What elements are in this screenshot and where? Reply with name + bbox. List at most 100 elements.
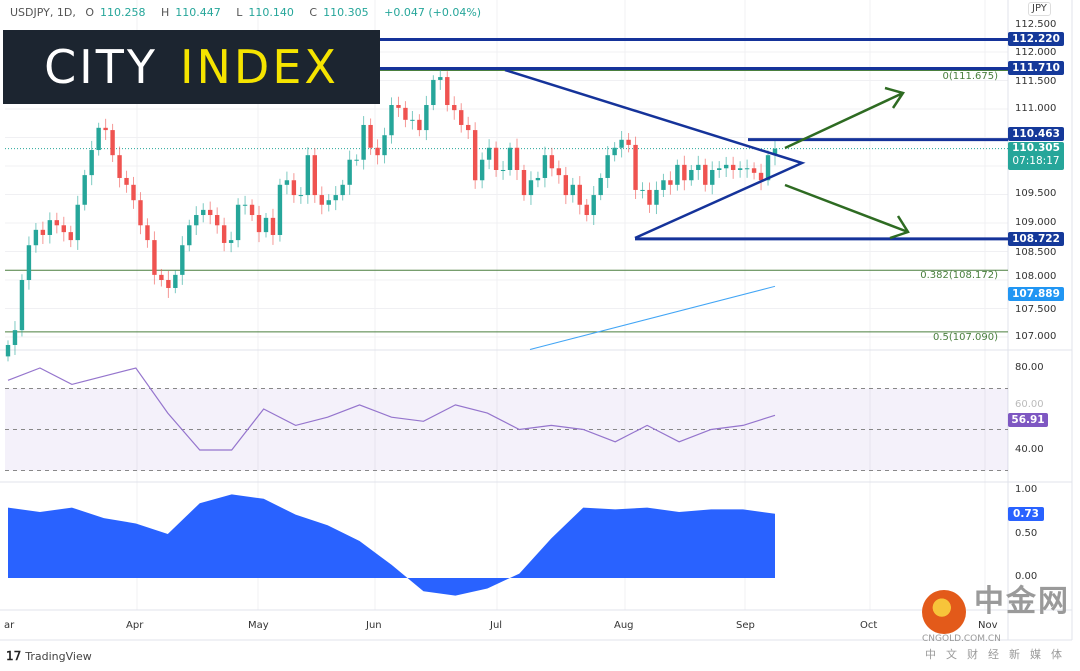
- grid: [0, 0, 1073, 641]
- candle-body: [682, 164, 687, 181]
- candle-body: [145, 225, 150, 241]
- breakout-up-arrow: [784, 86, 905, 150]
- date-tick: Aug: [614, 620, 634, 631]
- candle-body: [298, 195, 304, 197]
- high-label: H: [161, 6, 170, 19]
- candle-body: [326, 200, 331, 205]
- candle-body: [382, 135, 387, 156]
- price-tick: 109.500: [1015, 188, 1057, 199]
- candle-body: [472, 130, 478, 181]
- candle-body: [214, 215, 220, 226]
- price-tick: 112.000: [1015, 47, 1057, 58]
- tradingview-icon: 𝟣𝟩: [6, 649, 22, 663]
- breakout-down-arrow: [784, 183, 910, 240]
- level-tag: 108.722: [1008, 232, 1064, 246]
- symbol-header: USDJPY, 1D, O 110.258 H 110.447 L 110.140 C…: [10, 6, 487, 19]
- candle-body: [500, 169, 506, 171]
- candle-body: [668, 180, 673, 185]
- candle-body: [689, 169, 694, 181]
- watermark-subtitle: 中文财经新媒体: [925, 648, 1072, 661]
- close-label: C: [309, 6, 318, 19]
- date-tick: ar: [4, 620, 15, 631]
- candle-body: [556, 168, 562, 176]
- candle-body: [696, 164, 701, 170]
- candle-body: [263, 217, 269, 233]
- candle-body: [744, 168, 750, 170]
- candle-body: [570, 184, 575, 196]
- candle-body: [751, 168, 757, 173]
- candle-body: [117, 155, 122, 178]
- candle-body: [612, 147, 617, 156]
- rsi-tick: 60.00: [1015, 399, 1044, 410]
- logo-city: CITY: [44, 40, 158, 94]
- high-value: 110.447: [175, 6, 221, 19]
- date-tick: May: [248, 620, 269, 631]
- candle-body: [431, 79, 436, 106]
- candle-body: [403, 107, 408, 120]
- candle-body: [577, 184, 582, 205]
- candle-body: [89, 150, 94, 176]
- candle-body: [549, 155, 555, 169]
- candle-body: [542, 155, 548, 178]
- level-tag: 110.463: [1008, 127, 1064, 141]
- candle-body: [249, 204, 255, 216]
- candle-body: [333, 195, 338, 201]
- candle-body: [633, 144, 638, 190]
- tradingview-logo[interactable]: 𝟣𝟩 TradingView: [6, 649, 92, 663]
- cngold-logo-icon: [922, 590, 966, 634]
- symbol-label[interactable]: USDJPY, 1D,: [10, 6, 76, 19]
- fib-lines: [5, 70, 1008, 351]
- candle-body: [626, 139, 631, 145]
- candle-body: [75, 204, 80, 241]
- candle-body: [347, 159, 352, 185]
- price-tick: 112.500: [1015, 19, 1057, 30]
- candle-body: [235, 204, 241, 241]
- rsi-pane: [5, 367, 1008, 471]
- candle-body: [270, 217, 276, 235]
- candle-body: [124, 177, 129, 185]
- candle-body: [410, 119, 415, 121]
- corr-tick: 1.00: [1015, 484, 1038, 495]
- candles: [5, 68, 778, 362]
- candle-body: [772, 148, 778, 156]
- candle-body: [361, 124, 366, 160]
- open-value: 110.258: [100, 6, 146, 19]
- candle-body: [507, 147, 513, 170]
- candle-body: [152, 240, 157, 275]
- candle-body: [479, 159, 485, 181]
- candle-body: [528, 180, 534, 196]
- corr-tick: 0.00: [1015, 571, 1038, 582]
- tradingview-label: TradingView: [25, 649, 92, 663]
- candle-body: [717, 168, 722, 170]
- level-tag: 111.710: [1008, 61, 1064, 75]
- candle-body: [201, 209, 206, 216]
- candle-body: [82, 175, 87, 205]
- candle-body: [19, 280, 25, 331]
- candle-body: [173, 274, 178, 288]
- candle-body: [493, 147, 499, 170]
- candle-body: [424, 105, 429, 131]
- candle-body: [54, 220, 60, 226]
- rsi-band: [5, 388, 1008, 471]
- candle-body: [591, 195, 596, 216]
- open-label: O: [85, 6, 94, 19]
- candle-body: [208, 209, 213, 216]
- rsi-line: [7, 367, 776, 451]
- candle-body: [703, 164, 708, 185]
- price-tick: 108.000: [1015, 271, 1057, 282]
- candle-body: [340, 184, 345, 196]
- candle-body: [221, 225, 227, 243]
- candle-body: [61, 225, 66, 233]
- city-index-logo: CITY INDEX: [3, 30, 380, 104]
- candle-body: [47, 220, 53, 235]
- candle-body: [661, 180, 666, 190]
- watermark-domain: CNGOLD.COM.CN: [922, 634, 1001, 644]
- candle-body: [110, 130, 115, 156]
- candle-body: [737, 168, 743, 170]
- drawings: [380, 37, 1008, 241]
- candle-body: [466, 124, 471, 131]
- candle-body: [228, 240, 234, 243]
- fib-label: 0.382(108.172): [920, 270, 998, 281]
- candle-body: [417, 119, 422, 131]
